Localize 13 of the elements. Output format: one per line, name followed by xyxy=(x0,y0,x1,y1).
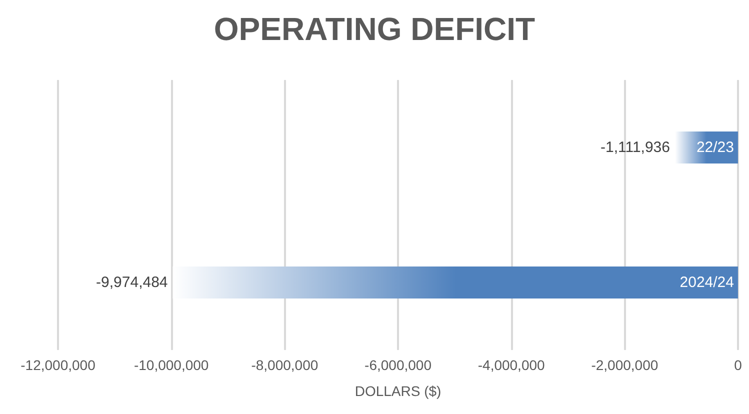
x-tick-label: -12,000,000 xyxy=(20,357,96,373)
x-axis-title: DOLLARS ($) xyxy=(354,383,442,399)
x-tick-label: -4,000,000 xyxy=(478,357,546,373)
x-tick-label: -2,000,000 xyxy=(591,357,658,373)
x-tick-label: -8,000,000 xyxy=(251,357,318,373)
chart-title: OPERATING DEFICIT xyxy=(214,11,536,47)
x-tick-label: -6,000,000 xyxy=(364,357,432,373)
y-tick-label: 2024/24 xyxy=(680,274,734,291)
x-tick-label: 0 xyxy=(734,357,742,373)
data-label: -9,974,484 xyxy=(96,274,168,291)
data-label: -1,111,936 xyxy=(600,139,670,156)
y-tick-label: 22/23 xyxy=(696,139,734,156)
x-tick-label: -10,000,000 xyxy=(134,357,209,373)
